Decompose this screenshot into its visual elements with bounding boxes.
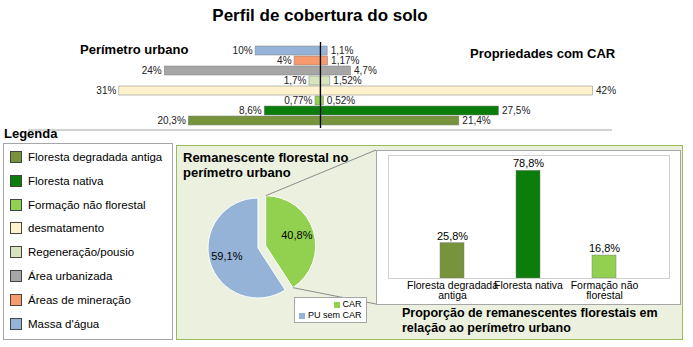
svg-text:1,52%: 1,52% bbox=[333, 75, 361, 86]
html-text:Formação não florestal: Formação não florestal bbox=[28, 198, 146, 211]
svg-text:25,8%: 25,8% bbox=[437, 230, 468, 242]
svg-text:1,17%: 1,17% bbox=[331, 55, 359, 66]
svg-text:31%: 31% bbox=[96, 85, 116, 96]
svg-text:59,1%: 59,1% bbox=[211, 250, 242, 262]
html-text:Regeneração/pousio: Regeneração/pousio bbox=[28, 246, 135, 259]
html-text:Proporção de remanescentes flo: Proporção de remanescentes florestais em… bbox=[402, 306, 658, 335]
svg-text:10%: 10% bbox=[233, 45, 253, 56]
html-text:Remanescente florestal no perí: Remanescente florestal no perímetro urba… bbox=[183, 150, 349, 180]
html-text:Área urbanizada: Área urbanizada bbox=[28, 270, 113, 282]
html-text:PU sem CAR: PU sem CAR bbox=[308, 310, 362, 320]
svg-text:1,1%: 1,1% bbox=[331, 45, 354, 56]
html-text:Propriedades com CAR: Propriedades com CAR bbox=[470, 46, 616, 61]
svg-text:Floresta nativa: Floresta nativa bbox=[494, 279, 563, 291]
html-text:Massa d'água: Massa d'água bbox=[28, 317, 100, 330]
svg-text:4,7%: 4,7% bbox=[354, 65, 377, 76]
svg-text:42%: 42% bbox=[596, 85, 616, 96]
html-text:desmatamento: desmatamento bbox=[28, 222, 105, 235]
html-text:Perfil de cobertura do solo: Perfil de cobertura do solo bbox=[212, 6, 428, 25]
svg-text:21,4%: 21,4% bbox=[462, 115, 490, 126]
html-text:CAR: CAR bbox=[342, 299, 362, 309]
html-text:Floresta degradada antiga: Floresta degradada antiga bbox=[28, 151, 163, 163]
html-text:Áreas de mineração: Áreas de mineração bbox=[28, 293, 131, 306]
svg-text:0,77%: 0,77% bbox=[284, 95, 312, 106]
svg-text:0,52%: 0,52% bbox=[327, 95, 355, 106]
svg-text:16,8%: 16,8% bbox=[589, 242, 620, 254]
svg-text:40,8%: 40,8% bbox=[281, 229, 312, 241]
svg-text:78,8%: 78,8% bbox=[513, 157, 544, 169]
html-text:Floresta nativa: Floresta nativa bbox=[28, 174, 104, 187]
svg-text:24%: 24% bbox=[142, 65, 162, 76]
svg-text:20,3%: 20,3% bbox=[157, 115, 185, 126]
html-text:Legenda: Legenda bbox=[4, 126, 58, 141]
svg-text:4%: 4% bbox=[277, 55, 292, 66]
html-text:Perímetro urbano: Perímetro urbano bbox=[80, 42, 189, 57]
svg-text:1,7%: 1,7% bbox=[284, 75, 307, 86]
svg-text:Formação nãoflorestal: Formação nãoflorestal bbox=[571, 279, 639, 302]
svg-text:27,5%: 27,5% bbox=[502, 105, 530, 116]
svg-text:Floresta degradadaantiga: Floresta degradadaantiga bbox=[407, 279, 498, 302]
svg-text:8,6%: 8,6% bbox=[239, 105, 262, 116]
